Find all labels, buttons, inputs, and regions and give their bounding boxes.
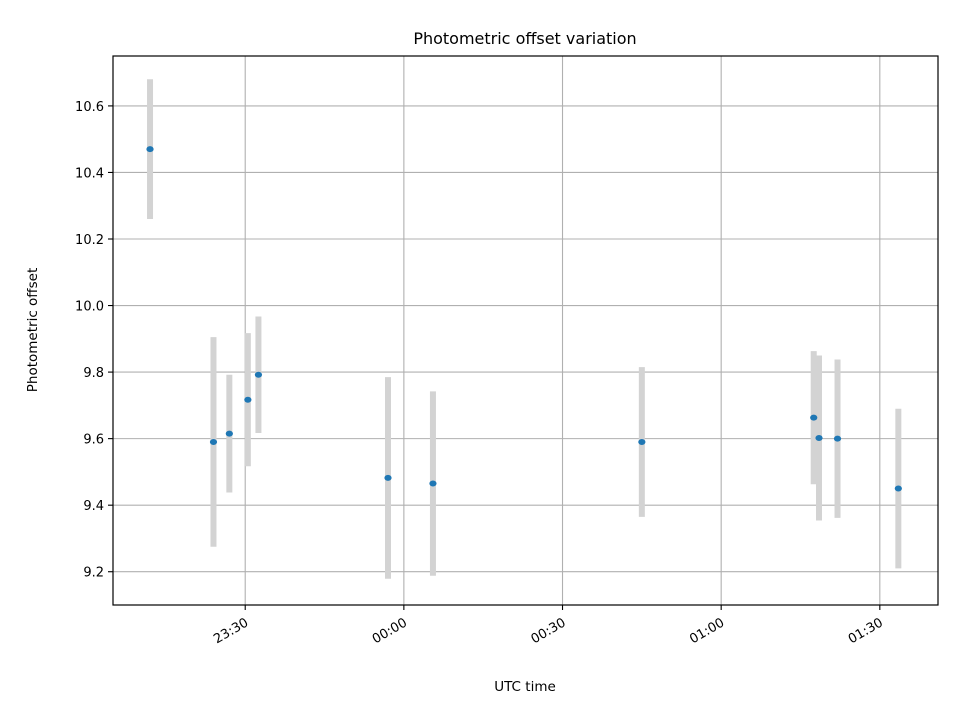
data-point: [894, 485, 902, 492]
data-point: [244, 396, 252, 403]
y-tick-label: 10.6: [75, 100, 104, 115]
data-point: [384, 474, 392, 481]
data-point: [225, 430, 233, 437]
data-point: [833, 435, 842, 442]
data-point: [810, 414, 818, 421]
y-tick-label: 9.2: [83, 566, 104, 581]
data-point: [429, 480, 437, 487]
plot-frame: [112, 55, 939, 606]
x-axis-label: UTC time: [494, 679, 556, 695]
y-tick-label: 10.2: [75, 233, 104, 248]
data-point: [254, 371, 263, 378]
y-tick-label: 9.6: [83, 433, 104, 448]
y-tick-label: 9.4: [83, 499, 104, 514]
data-point: [209, 438, 218, 445]
data-points: [146, 146, 902, 492]
data-point: [815, 434, 823, 441]
y-tick-label: 9.8: [83, 366, 104, 381]
y-axis-label: Photometric offset: [25, 268, 41, 392]
data-point: [638, 438, 646, 445]
chart-title: Photometric offset variation: [413, 29, 636, 48]
data-point: [146, 146, 154, 153]
y-tick-label: 10.0: [75, 300, 104, 315]
y-tick-label: 10.4: [75, 166, 104, 181]
